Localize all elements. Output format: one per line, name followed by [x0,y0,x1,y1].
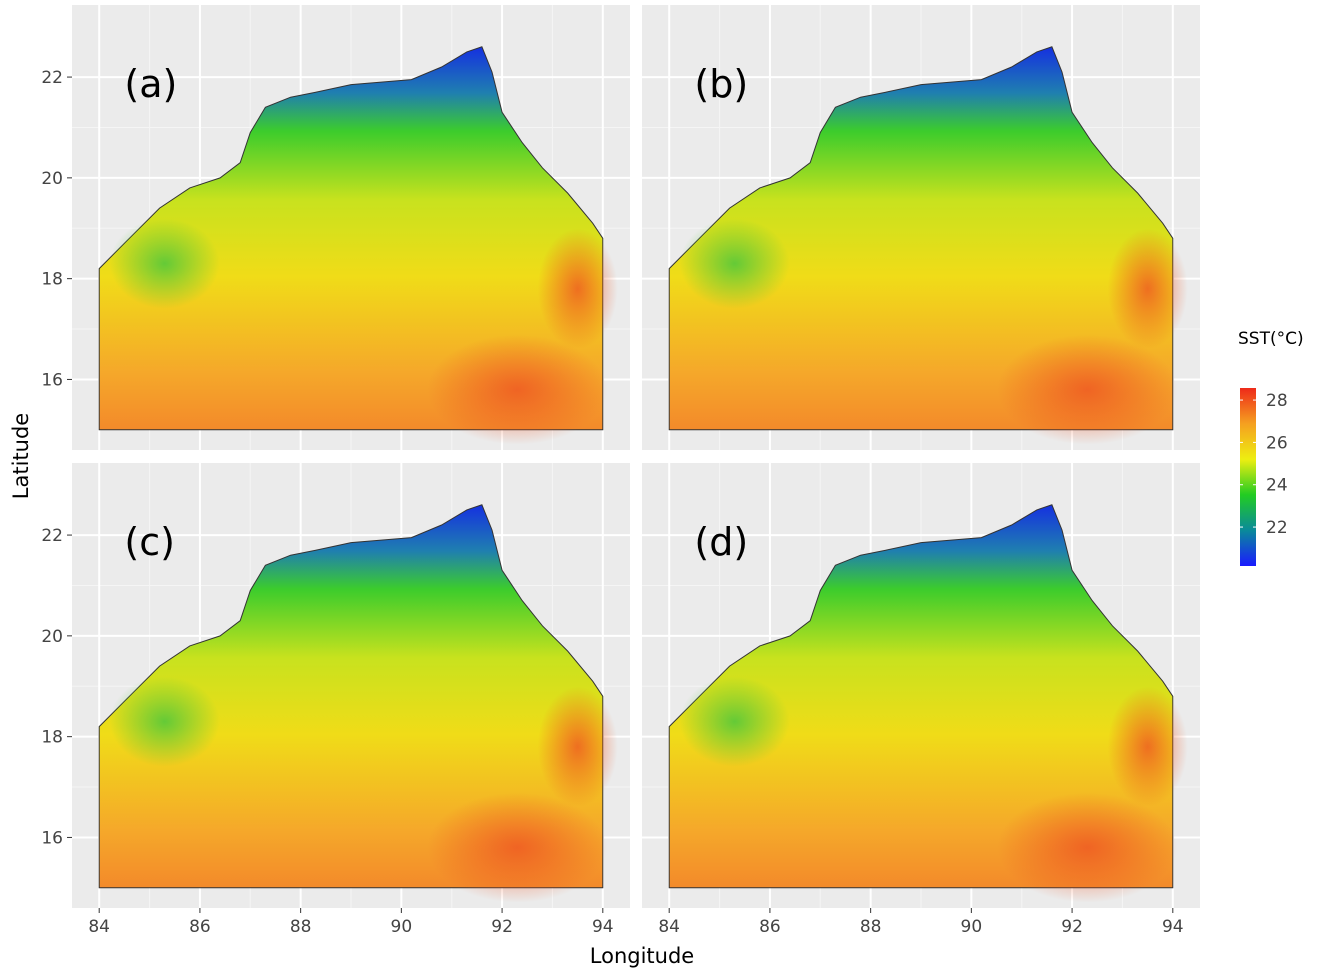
eddy-cold [679,676,790,767]
x-tick-label: 86 [189,917,211,937]
y-axis-title: Latitude [9,413,33,499]
panel-label: (d) [694,520,748,564]
x-tick-label: 92 [1061,917,1083,937]
eddy-warm [997,792,1178,903]
x-tick-label: 84 [88,917,110,937]
eddy-warm [537,228,618,349]
eddy-warm [537,686,618,807]
eddy-warm [427,792,608,903]
x-tick-label: 86 [759,917,781,937]
x-tick-label: 94 [592,917,614,937]
colorbar-tick-label: 28 [1266,391,1288,411]
x-tick-label: 88 [290,917,312,937]
eddy-cold [109,218,220,309]
eddy-warm [1107,686,1188,807]
panel-label: (a) [124,62,177,106]
panel-label: (b) [694,62,748,106]
colorbar-tick-label: 22 [1266,518,1288,538]
y-tick-label: 22 [41,526,63,546]
y-tick-label: 20 [41,627,63,647]
sst-field [668,46,1174,431]
x-tick-label: 90 [961,917,983,937]
x-tick-label: 84 [658,917,680,937]
eddy-warm [1107,228,1188,349]
x-tick-label: 90 [391,917,413,937]
y-tick-label: 18 [41,728,63,748]
eddy-warm [997,334,1178,445]
eddy-warm [427,334,608,445]
y-tick-label: 18 [41,270,63,290]
y-tick-label: 16 [41,370,63,390]
sst-field [98,504,604,889]
colorbar [1240,388,1256,566]
x-axis-title: Longitude [590,944,694,968]
eddy-cold [109,676,220,767]
x-tick-label: 94 [1162,917,1184,937]
x-tick-label: 88 [860,917,882,937]
panel-label: (c) [124,520,175,564]
eddy-cold [679,218,790,309]
colorbar-title: SST(°C) [1238,329,1304,349]
x-tick-label: 92 [491,917,513,937]
y-tick-label: 16 [41,828,63,848]
y-tick-label: 20 [41,169,63,189]
colorbar-tick-label: 26 [1266,433,1288,453]
y-tick-label: 22 [41,68,63,88]
sst-field [98,46,604,431]
sst-field [668,504,1174,889]
colorbar-tick-label: 24 [1266,476,1288,496]
